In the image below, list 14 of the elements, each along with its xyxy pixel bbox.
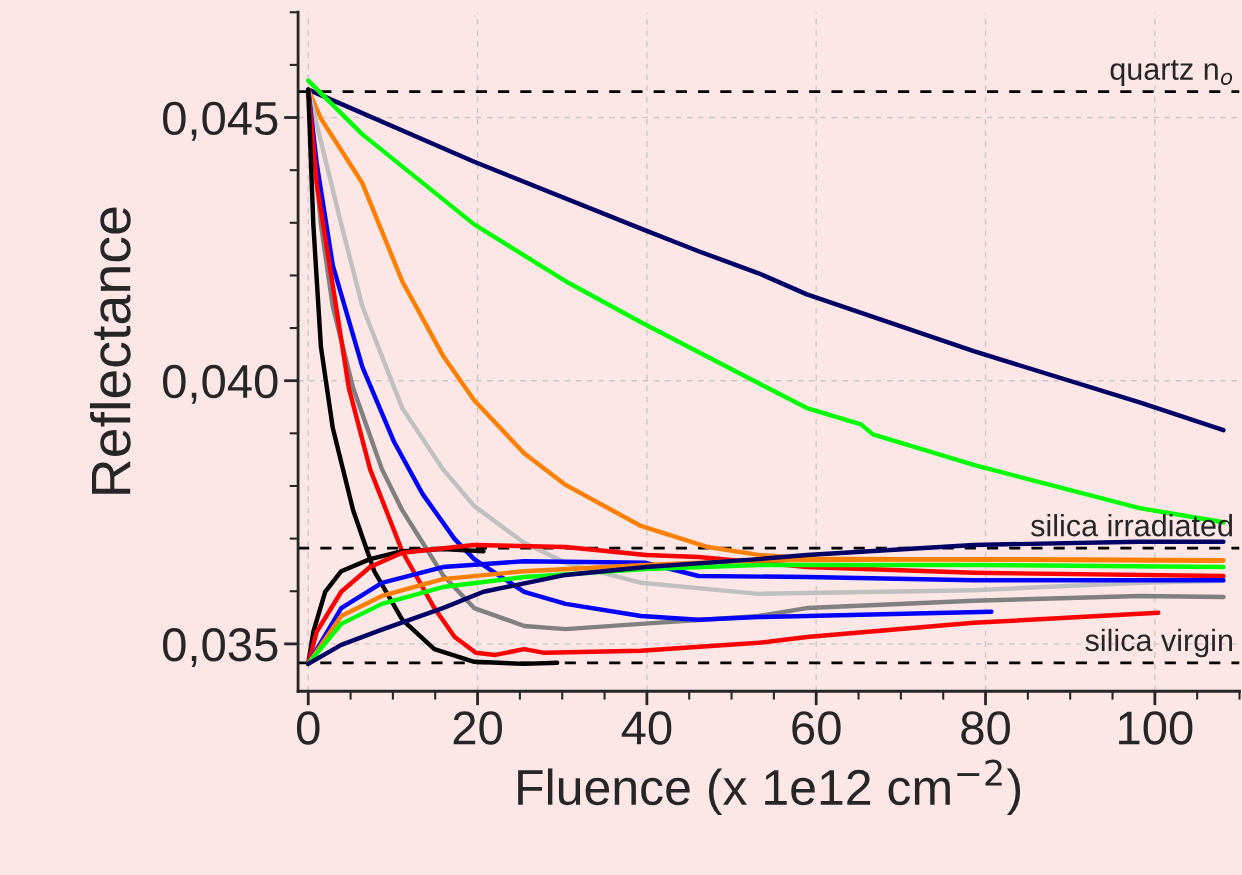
x-tick-label: 60 — [792, 711, 841, 745]
x-tick-label: 20 — [453, 711, 502, 745]
x-axis-title: Fluence (x 1e12 cm$^{−2}$) — [518, 759, 1021, 816]
y-axis-title: Reflectance — [89, 207, 131, 494]
ref-line-label: quartz n$_{o}$ — [1110, 59, 1233, 86]
x-tick-label: 100 — [1119, 711, 1193, 745]
x-tick-label: 0 — [296, 711, 320, 745]
y-tick-label: 0,040 — [163, 364, 278, 404]
y-tick-label: 0,045 — [163, 101, 278, 141]
y-tick-label: 0,035 — [163, 628, 278, 668]
ref-line-label: silica irradiated — [1031, 514, 1232, 537]
x-tick-label: 40 — [621, 711, 672, 745]
x-tick-label: 80 — [961, 711, 1010, 745]
ref-line-label: silica virgin — [1085, 628, 1232, 658]
